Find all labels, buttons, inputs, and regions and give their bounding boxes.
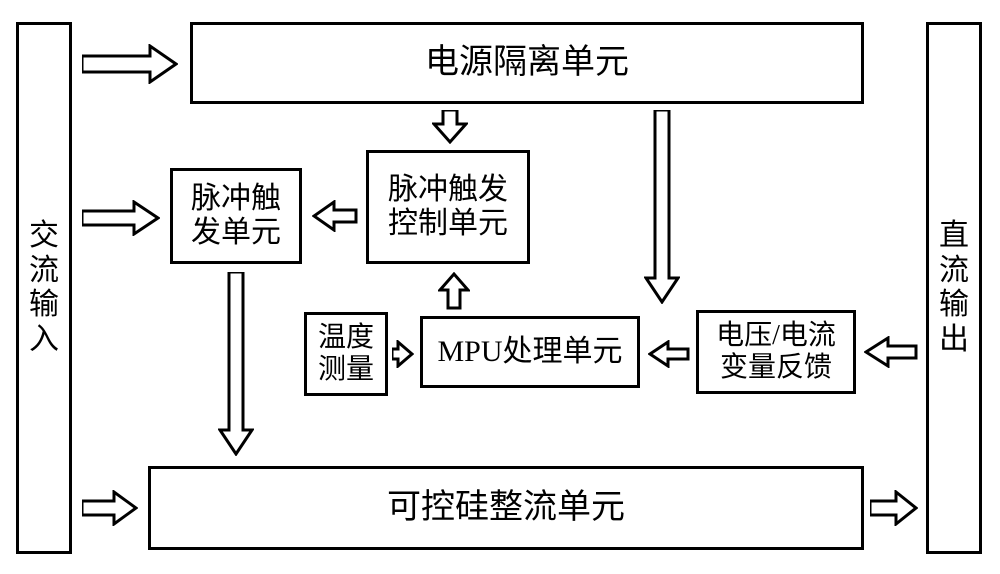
node-vi-feedback: 电压/电流变量反馈 <box>696 310 856 394</box>
arrow-isolation-to-mpu <box>644 110 680 304</box>
arrow-temp-to-mpu <box>392 340 414 368</box>
arrow-dc-to-vifb <box>864 336 918 368</box>
node-dc-output: 直流输出 <box>926 22 982 554</box>
arrow-scr-to-dc <box>870 490 918 526</box>
arrow-vifb-to-mpu <box>648 340 690 368</box>
node-power-isolation: 电源隔离单元 <box>190 22 864 104</box>
node-label: 交流输入 <box>19 219 69 357</box>
node-label: 直流输出 <box>929 219 979 357</box>
node-label: 脉冲触发控制单元 <box>388 173 508 242</box>
diagram-canvas: 交流输入 直流输出 电源隔离单元 脉冲触发单元 脉冲触发控制单元 温度测量 MP… <box>0 0 1000 574</box>
node-ac-input: 交流输入 <box>16 22 72 554</box>
arrow-ac-to-scr <box>82 490 138 526</box>
arrow-ac-to-isolation <box>82 44 178 84</box>
arrow-ac-to-pulsetrigger <box>82 200 160 236</box>
arrow-isolation-to-pulsectrl <box>432 110 468 144</box>
node-label: MPU处理单元 <box>437 335 622 370</box>
node-pulse-ctrl: 脉冲触发控制单元 <box>366 150 530 264</box>
node-temp-meas: 温度测量 <box>304 312 388 396</box>
node-label: 脉冲触发单元 <box>191 182 281 251</box>
node-label: 可控硅整流单元 <box>387 488 625 527</box>
arrow-pulsectrl-to-pulsetrigger <box>312 200 358 232</box>
node-scr-rectifier: 可控硅整流单元 <box>148 466 864 550</box>
node-label: 电压/电流变量反馈 <box>716 320 836 384</box>
node-mpu: MPU处理单元 <box>420 316 640 388</box>
node-pulse-trigger: 脉冲触发单元 <box>170 168 302 264</box>
arrow-pulsetrigger-to-scr <box>218 272 254 456</box>
arrow-mpu-to-pulsectrl <box>438 272 470 310</box>
node-label: 电源隔离单元 <box>425 43 629 82</box>
node-label: 温度测量 <box>318 322 374 386</box>
